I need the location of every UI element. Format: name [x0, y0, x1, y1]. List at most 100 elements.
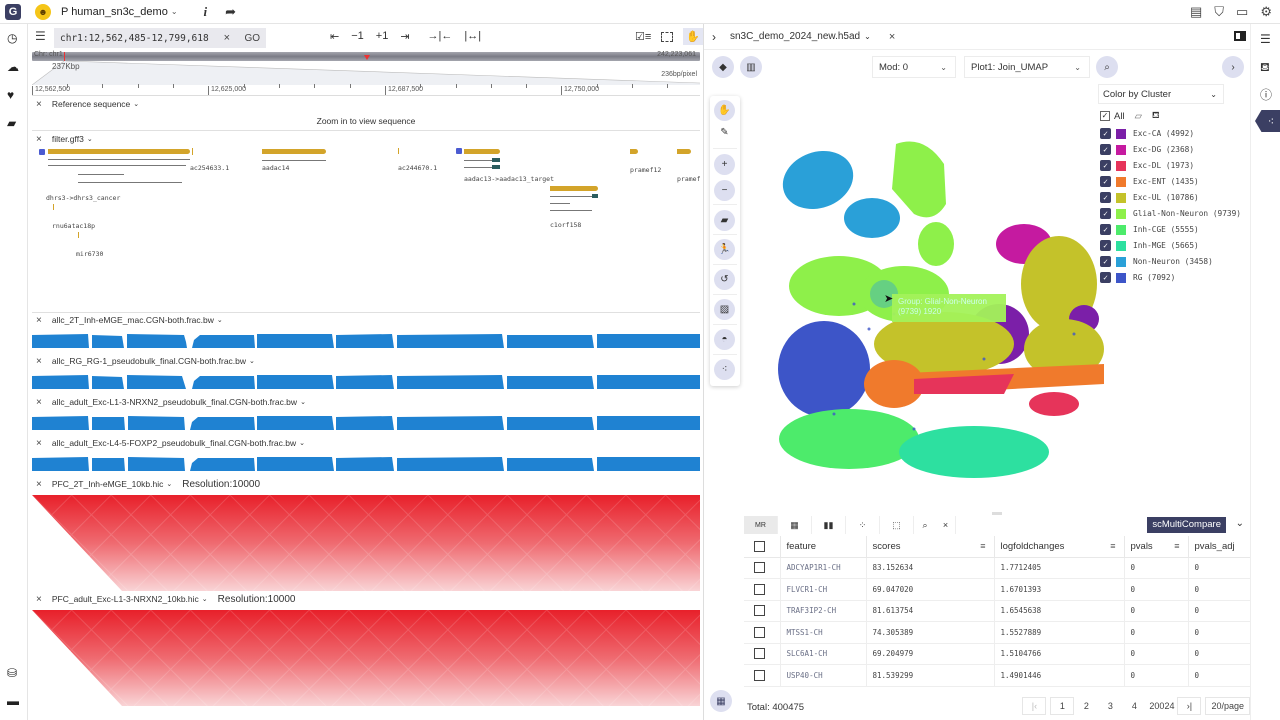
panel-resize-handle[interactable] [992, 512, 1002, 515]
bigwig-signal[interactable] [32, 455, 700, 471]
heatmap-icon[interactable]: ▦ [778, 516, 812, 534]
scatter-density-icon[interactable]: ⁖ [714, 359, 735, 380]
image-export-icon[interactable]: ▨ [714, 299, 735, 320]
zoom-in-icon[interactable]: + [714, 154, 735, 175]
close-track-icon[interactable]: × [36, 593, 42, 605]
legend-checkbox[interactable]: ✓ [1100, 208, 1111, 219]
pan-hand-icon[interactable]: ✋ [714, 100, 735, 121]
chevron-down-icon[interactable]: ⌄ [864, 32, 871, 41]
column-header-pvals-adj[interactable]: pvals_adj [1188, 536, 1251, 558]
database-add-icon[interactable]: ⛁ [7, 666, 18, 680]
legend-checkbox[interactable]: ✓ [1100, 192, 1111, 203]
track-name[interactable]: allc_adult_Exc-L1-3-NRXN2_pseudobulk_fin… [51, 397, 298, 407]
chevron-down-icon[interactable]: ⌄ [201, 596, 208, 603]
gene-label[interactable]: pramef12 [630, 166, 662, 174]
hand-tool-icon[interactable]: ✋ [683, 28, 703, 45]
scatter-plot-icon[interactable]: ⁖ [1255, 110, 1280, 132]
gene-label[interactable]: ac254633.1 [190, 164, 230, 172]
monitor-icon[interactable]: ▭ [1236, 4, 1249, 19]
paint-bucket-icon[interactable]: ⛾ [1151, 110, 1160, 121]
zoom-out-button[interactable]: |↔| [464, 30, 482, 42]
feature-cell[interactable]: MTSS1-CH [780, 621, 867, 644]
sort-icon[interactable]: ≡ [1174, 541, 1180, 551]
legend-item[interactable]: ✓ Exc-DG (2368) [1100, 144, 1194, 155]
track-name[interactable]: PFC_adult_Exc-L1-3-NRXN2_10kb.hic [51, 594, 199, 604]
legend-item[interactable]: ✓ Exc-UL (10786) [1100, 192, 1199, 203]
track-name[interactable]: allc_adult_Exc-L4-5-FOXP2_pseudobulk_fin… [51, 438, 297, 448]
dataset-name[interactable]: sn3C_demo_2024_new.h5ad [730, 31, 861, 42]
layers-icon[interactable]: ◆ [712, 56, 734, 78]
point-size-icon[interactable]: ◓ [714, 329, 735, 350]
gene-label[interactable]: aadac13->aadac13_target [464, 175, 555, 183]
column-header-feature[interactable]: feature [780, 536, 867, 558]
row-checkbox[interactable] [754, 562, 765, 574]
bigwig-signal[interactable] [32, 373, 700, 389]
sort-icon[interactable]: ≡ [980, 541, 986, 551]
legend-checkbox[interactable]: ✓ [1100, 272, 1111, 283]
expand-arrow-icon[interactable]: › [1222, 56, 1244, 78]
go-button[interactable]: GO [244, 32, 260, 44]
collapse-arrow-icon[interactable]: › [712, 29, 716, 44]
legend-checkbox[interactable]: ✓ [1100, 240, 1111, 251]
umap-scatter-plot[interactable] [774, 134, 1114, 484]
close-track-icon[interactable]: × [36, 98, 42, 110]
project-selector[interactable]: P human_sn3c_demo ⌄ [61, 6, 178, 18]
tracks-icon[interactable]: ▰ [7, 116, 17, 130]
split-view-icon[interactable] [1234, 31, 1246, 41]
legend-item[interactable]: ✓ RG (7092) [1100, 272, 1175, 283]
jump-end-button[interactable]: ⇥ [400, 31, 410, 43]
legend-item[interactable]: ✓ Inh-CGE (5555) [1100, 224, 1199, 235]
track-menu-icon[interactable]: ☰ [35, 29, 46, 43]
hic-contact-map[interactable] [32, 610, 700, 706]
row-checkbox[interactable] [754, 648, 765, 660]
row-checkbox[interactable] [754, 669, 765, 681]
select-region-icon[interactable] [661, 31, 674, 42]
legend-checkbox[interactable]: ✓ [1100, 144, 1111, 155]
method-badge[interactable]: scMultiCompare [1147, 517, 1226, 533]
legend-item[interactable]: ✓ Glial-Non-Neuron (9739) [1100, 208, 1241, 219]
page-button[interactable]: 2 [1083, 701, 1089, 711]
feature-cell[interactable]: SLC6A1-CH [780, 643, 867, 665]
gene-label[interactable]: mir6730 [76, 250, 104, 258]
chevron-down-icon[interactable]: ⌄ [133, 101, 140, 108]
gene-label[interactable]: dhrs3->dhrs3_cancer [46, 194, 121, 202]
chevron-down-icon[interactable]: ⌄ [249, 358, 255, 365]
close-track-icon[interactable]: × [36, 133, 42, 145]
close-icon[interactable]: × [936, 516, 956, 534]
gene-label[interactable]: aadac14 [262, 164, 290, 172]
track-name[interactable]: PFC_2T_Inh-eMGE_10kb.hic [51, 479, 164, 489]
bigwig-signal[interactable] [32, 332, 700, 348]
legend-checkbox[interactable]: ✓ [1100, 224, 1111, 235]
legend-item[interactable]: ✓ Non-Neuron (3458) [1100, 256, 1213, 267]
bar-chart-icon[interactable]: ▮▮ [812, 516, 846, 534]
sort-icon[interactable]: ≡ [1110, 541, 1116, 551]
reset-icon[interactable]: ↺ [714, 269, 735, 290]
gene-label[interactable]: pramef [677, 175, 701, 183]
zoom-in-button[interactable]: →|← [427, 30, 453, 42]
history-icon[interactable]: ◷ [7, 31, 18, 45]
table-row[interactable]: FLVCR1-CH 69.047020 1.6701393 0 0 [744, 578, 1251, 601]
track-name[interactable]: filter.gff3 [51, 134, 84, 144]
table-layout-icon[interactable]: ▬ [7, 694, 19, 708]
user-avatar[interactable]: ☻ [35, 3, 51, 20]
feature-cell[interactable]: ADCYAP1R1-CH [780, 557, 867, 579]
gene-label[interactable]: rnu6atac18p [52, 222, 96, 230]
scatter-icon[interactable]: ⁘ [846, 516, 880, 534]
page-button[interactable]: 4 [1131, 701, 1137, 711]
shirt-icon[interactable]: ⛉ [1214, 4, 1225, 19]
table-row[interactable]: SLC6A1-CH 69.204979 1.5104766 0 0 [744, 643, 1251, 665]
cloud-search-icon[interactable]: ☁ [7, 60, 19, 74]
zoom-out-icon[interactable]: − [714, 180, 735, 201]
legend-checkbox[interactable]: ✓ [1100, 160, 1111, 171]
legend-checkbox[interactable]: ✓ [1100, 256, 1111, 267]
label-icon[interactable]: ▰ [714, 210, 735, 231]
legend-checkbox[interactable]: ✓ [1100, 176, 1111, 187]
app-logo[interactable]: G [5, 3, 21, 20]
page-button[interactable]: 1 [1050, 697, 1075, 715]
track-name[interactable]: Reference sequence [51, 99, 131, 109]
close-track-icon[interactable]: × [36, 355, 42, 367]
legend-item[interactable]: ✓ Exc-DL (1973) [1100, 160, 1194, 171]
table-row[interactable]: TRAF3IP2-CH 81.613754 1.6545638 0 0 [744, 600, 1251, 622]
lightbulb-icon[interactable]: ♥ [7, 88, 15, 102]
eraser-icon[interactable]: ▱ [1134, 110, 1142, 122]
